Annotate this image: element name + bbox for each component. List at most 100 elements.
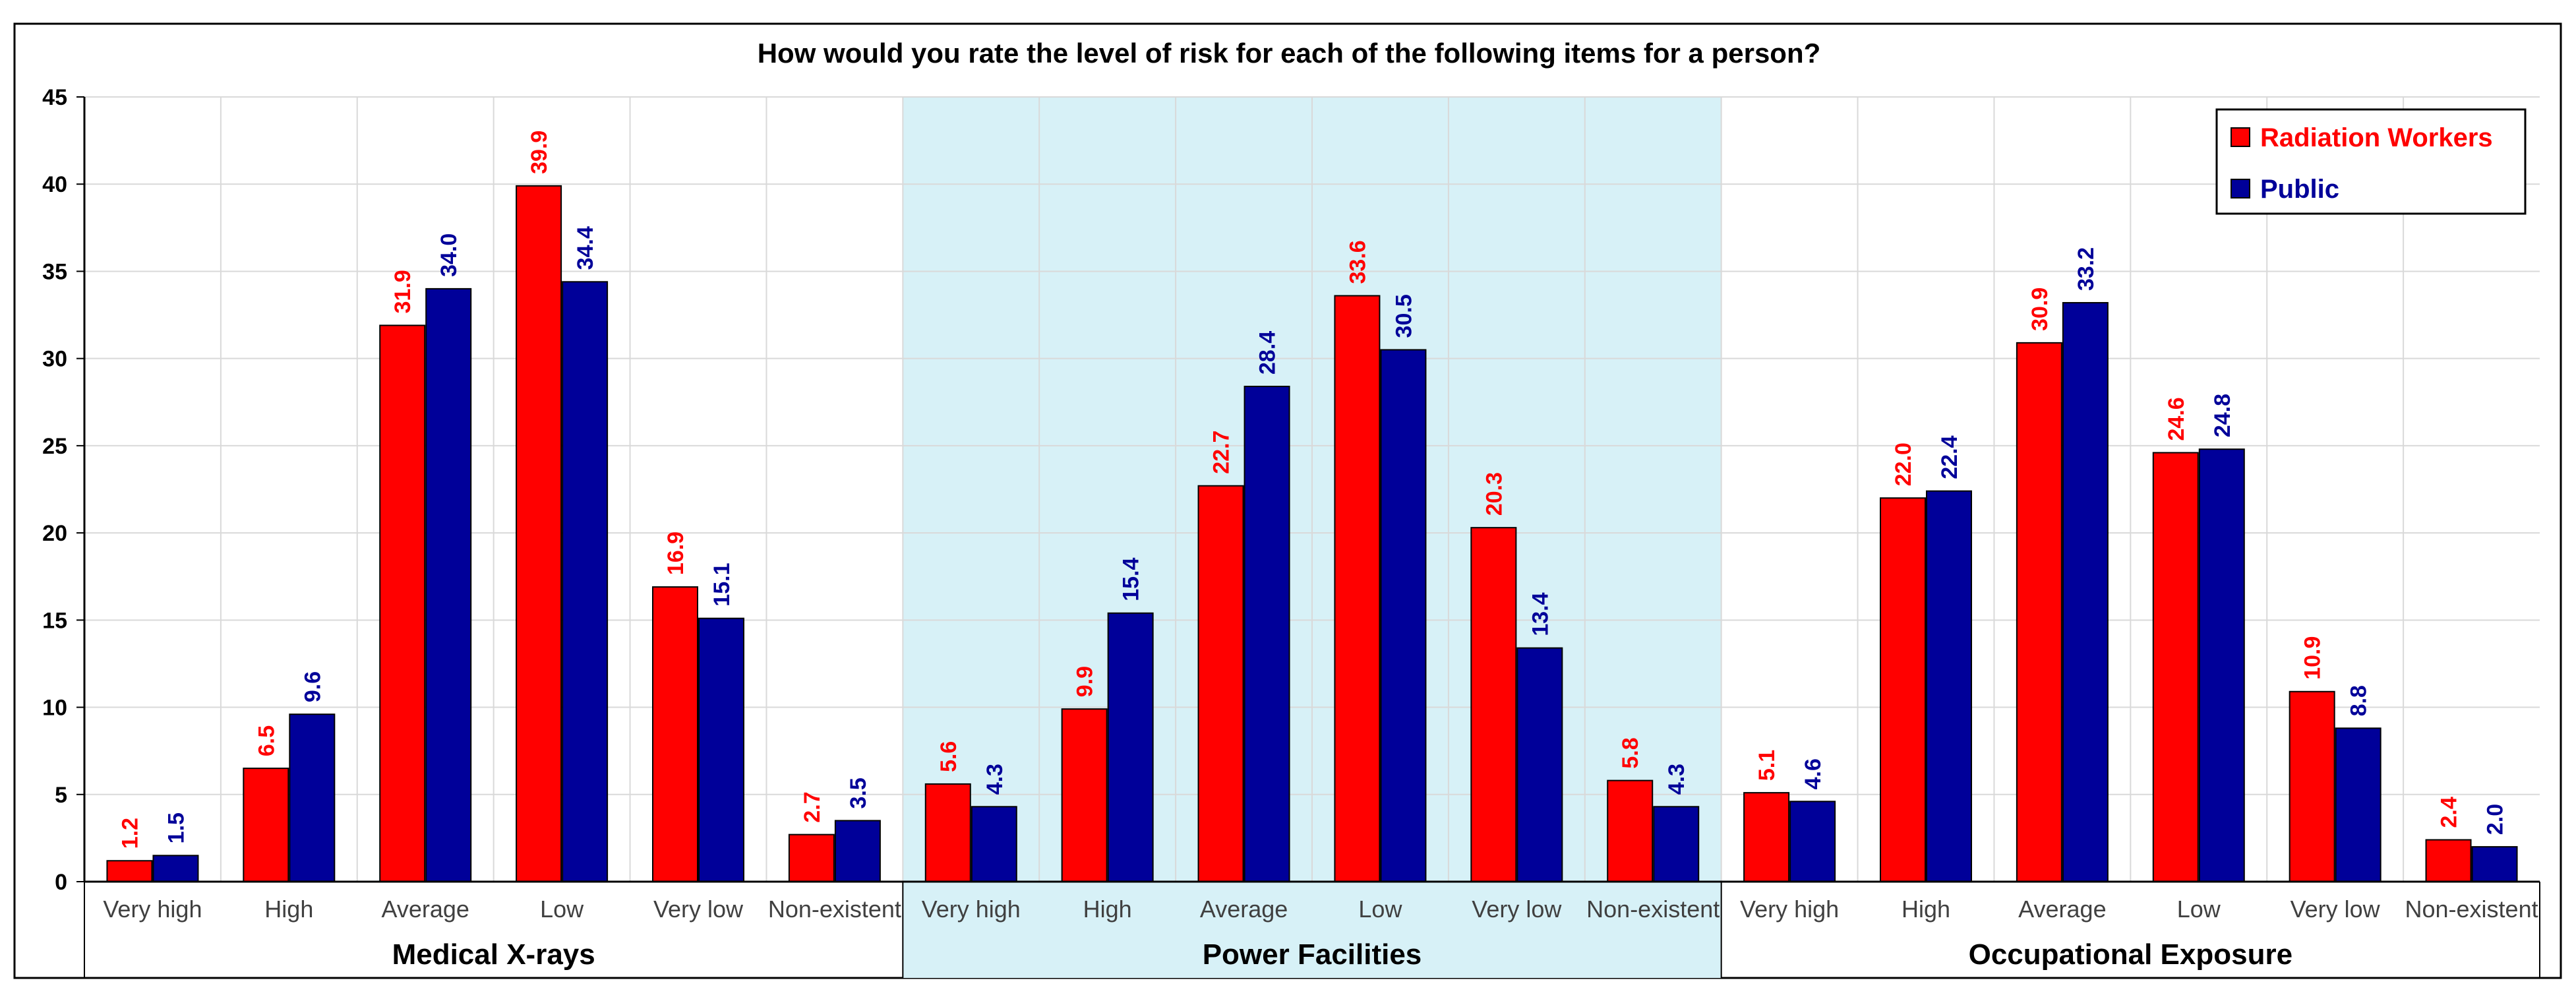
legend-label: Public bbox=[2260, 175, 2339, 204]
data-label: 3.5 bbox=[846, 777, 871, 808]
axis-layer: 0 5 10 15 20 25 30 35 40 45 Very high High Average Lo… bbox=[42, 85, 2540, 978]
legend-box bbox=[2215, 108, 2527, 215]
data-label: 15.4 bbox=[1119, 557, 1144, 601]
highlight-band-axis bbox=[903, 882, 1722, 978]
data-label: 4.6 bbox=[1801, 758, 1826, 789]
x-tick-label: Non-existent bbox=[768, 896, 901, 923]
bar-public bbox=[2198, 448, 2245, 882]
bar-radiation-workers bbox=[2425, 839, 2472, 882]
bar-public bbox=[1380, 349, 1427, 882]
data-labels-layer: 1.2 6.5 31.9 39.9 16.9 2.7 5.6 9.9 22.7 33.6 20.3 5… bbox=[117, 131, 2507, 849]
data-label: 1.2 bbox=[117, 818, 142, 849]
bar-radiation-workers bbox=[652, 586, 698, 882]
bar-radiation-workers bbox=[1197, 485, 1244, 882]
bar-radiation-workers bbox=[1334, 295, 1381, 882]
data-label: 6.5 bbox=[254, 725, 279, 756]
data-label: 24.6 bbox=[2164, 397, 2189, 441]
x-tick-label: Very low bbox=[2291, 896, 2381, 923]
x-tick-label: Very low bbox=[653, 896, 744, 923]
data-label: 33.2 bbox=[2074, 247, 2099, 291]
bar-public bbox=[562, 281, 609, 882]
bar-radiation-workers bbox=[379, 324, 426, 882]
data-label: 30.9 bbox=[2027, 288, 2052, 331]
y-tick-label: 45 bbox=[42, 85, 67, 110]
group-label: Medical X-rays bbox=[392, 938, 595, 971]
data-label: 5.1 bbox=[1754, 750, 1780, 781]
data-label: 9.6 bbox=[300, 671, 325, 702]
data-label: 2.7 bbox=[800, 791, 825, 822]
x-tick-label: Very high bbox=[922, 896, 1021, 923]
bar-radiation-workers bbox=[924, 783, 971, 883]
bar-public bbox=[1243, 385, 1290, 882]
legend-swatch bbox=[2231, 179, 2250, 198]
bar-public bbox=[971, 806, 1017, 883]
bar-public bbox=[1107, 612, 1154, 882]
bar-radiation-workers bbox=[1470, 527, 1517, 882]
x-tick-label: High bbox=[264, 896, 313, 923]
x-tick-label: Average bbox=[2018, 896, 2106, 923]
bar-public bbox=[2335, 727, 2381, 883]
bar-radiation-workers bbox=[788, 834, 835, 882]
data-label: 34.0 bbox=[436, 233, 462, 277]
x-tick-label: High bbox=[1902, 896, 1950, 923]
x-tick-label: Low bbox=[2177, 896, 2221, 923]
bar-radiation-workers bbox=[1743, 792, 1790, 882]
data-label: 24.8 bbox=[2210, 394, 2235, 437]
data-label: 4.3 bbox=[1664, 764, 1689, 795]
data-label: 39.9 bbox=[527, 131, 552, 174]
data-label: 22.7 bbox=[1209, 431, 1234, 474]
x-tick-label: Very low bbox=[1472, 896, 1562, 923]
data-label: 31.9 bbox=[390, 270, 415, 313]
x-tick-label: Non-existent bbox=[2405, 896, 2538, 923]
group-label: Occupational Exposure bbox=[1969, 938, 2292, 971]
data-label: 15.1 bbox=[709, 563, 734, 607]
x-tick-label: Non-existent bbox=[1586, 896, 1720, 923]
data-label: 5.6 bbox=[936, 741, 961, 772]
group-label: Power Facilities bbox=[1203, 938, 1422, 971]
bar-radiation-workers bbox=[106, 860, 153, 883]
bar-radiation-workers bbox=[1061, 708, 1108, 882]
grid-layer bbox=[84, 96, 2540, 882]
legend-swatch bbox=[2231, 127, 2250, 147]
data-label: 16.9 bbox=[663, 532, 688, 575]
data-label: 22.0 bbox=[1891, 442, 1916, 486]
bar-radiation-workers bbox=[1880, 497, 1926, 882]
data-label: 8.8 bbox=[2347, 685, 2372, 716]
bar-public bbox=[2062, 302, 2109, 882]
bar-public bbox=[1653, 806, 1700, 883]
bar-public bbox=[698, 617, 744, 882]
y-tick-label: 35 bbox=[42, 259, 67, 284]
x-tick-label: Average bbox=[382, 896, 469, 923]
bar-radiation-workers bbox=[516, 185, 562, 882]
y-tick-label: 30 bbox=[42, 347, 67, 372]
data-label: 13.4 bbox=[1528, 592, 1553, 636]
y-tick-label: 40 bbox=[42, 172, 67, 197]
data-label: 20.3 bbox=[1482, 472, 1507, 516]
y-tick-label: 20 bbox=[42, 521, 67, 546]
data-label: 22.4 bbox=[1937, 435, 1962, 479]
data-label: 5.8 bbox=[1618, 737, 1643, 768]
bar-radiation-workers bbox=[243, 768, 289, 882]
y-tick-label: 5 bbox=[55, 783, 67, 808]
bar-public bbox=[1516, 647, 1563, 883]
chart-title: How would you rate the level of risk for… bbox=[758, 38, 1821, 69]
x-tick-label: High bbox=[1083, 896, 1132, 923]
x-tick-label: Very high bbox=[1740, 896, 1839, 923]
x-tick-label: Average bbox=[1200, 896, 1288, 923]
y-tick-label: 0 bbox=[55, 870, 67, 895]
bar-public bbox=[289, 714, 336, 882]
y-tick-label: 10 bbox=[42, 696, 67, 721]
data-label: 28.4 bbox=[1255, 331, 1280, 375]
bar-public bbox=[425, 288, 472, 882]
x-tick-label: Very high bbox=[103, 896, 202, 923]
bar-public bbox=[1926, 490, 1972, 882]
x-tick-label: Low bbox=[540, 896, 584, 923]
y-tick-label: 25 bbox=[42, 434, 67, 459]
legend: Radiation Workers Public bbox=[2215, 108, 2527, 215]
bar-public bbox=[152, 855, 199, 883]
data-label: 33.6 bbox=[1345, 240, 1370, 284]
data-label: 4.3 bbox=[982, 764, 1007, 795]
x-tick-label: Low bbox=[1358, 896, 1402, 923]
